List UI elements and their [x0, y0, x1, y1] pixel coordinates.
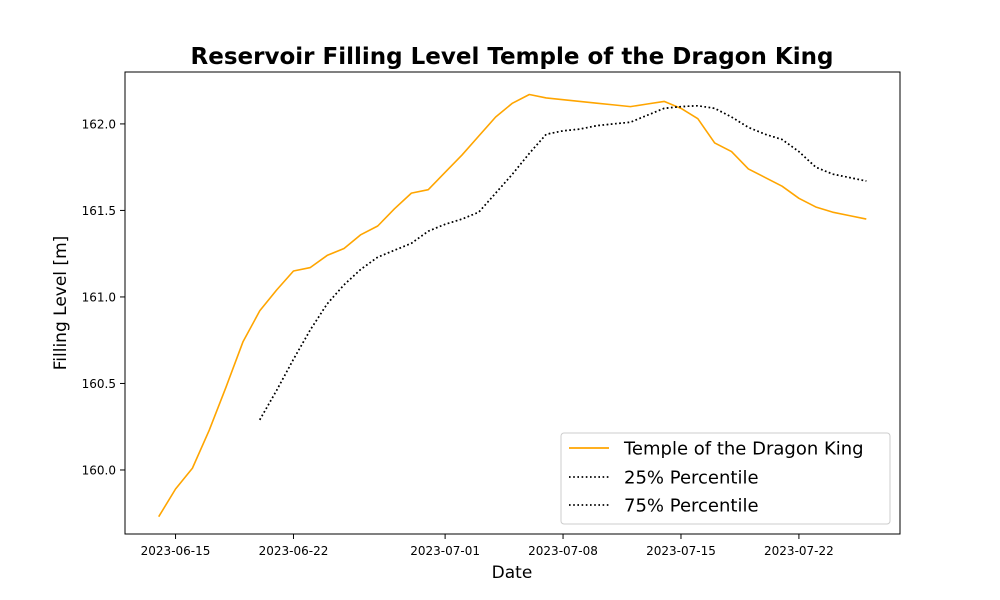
series-line-temple-of-the-dragon-king-0 [158, 93, 867, 518]
plot-frame [124, 71, 901, 535]
x-tick-label: 2023-07-08 [528, 544, 598, 558]
legend-label-75-percentile: 75% Percentile [624, 496, 759, 517]
chart-title: Reservoir Filling Level Temple of the Dr… [191, 44, 834, 70]
y-tick-label: 160.0 [82, 463, 116, 477]
y-axis-ticks: 160.0 160.5 161.0 161.5 162.0 [82, 117, 125, 477]
legend-label-temple-of-the-dragon-king: Temple of the Dragon King [623, 439, 864, 460]
y-tick-label: 161.5 [82, 204, 116, 218]
y-tick-label: 160.5 [82, 377, 116, 391]
x-tick-label: 2023-07-15 [646, 544, 716, 558]
x-tick-label: 2023-07-22 [764, 544, 834, 558]
y-tick-label: 162.0 [82, 117, 116, 131]
series-line-75-percentile-2 [259, 104, 867, 421]
x-axis-label: Date [492, 563, 533, 583]
y-tick-label: 161.0 [82, 290, 116, 304]
series-layer [158, 93, 867, 518]
x-axis-ticks: 2023-06-15 2023-06-22 2023-07-01 2023-07-08… [141, 534, 834, 558]
legend: Temple of the Dragon King 25% Percentile 7… [560, 432, 891, 525]
y-axis-label: Filling Level [m] [51, 236, 71, 371]
legend-label-25-percentile: 25% Percentile [624, 468, 759, 489]
x-tick-label: 2023-06-22 [259, 544, 329, 558]
x-tick-label: 2023-06-15 [141, 544, 211, 558]
x-tick-label: 2023-07-01 [410, 544, 480, 558]
legend-box [560, 432, 891, 525]
